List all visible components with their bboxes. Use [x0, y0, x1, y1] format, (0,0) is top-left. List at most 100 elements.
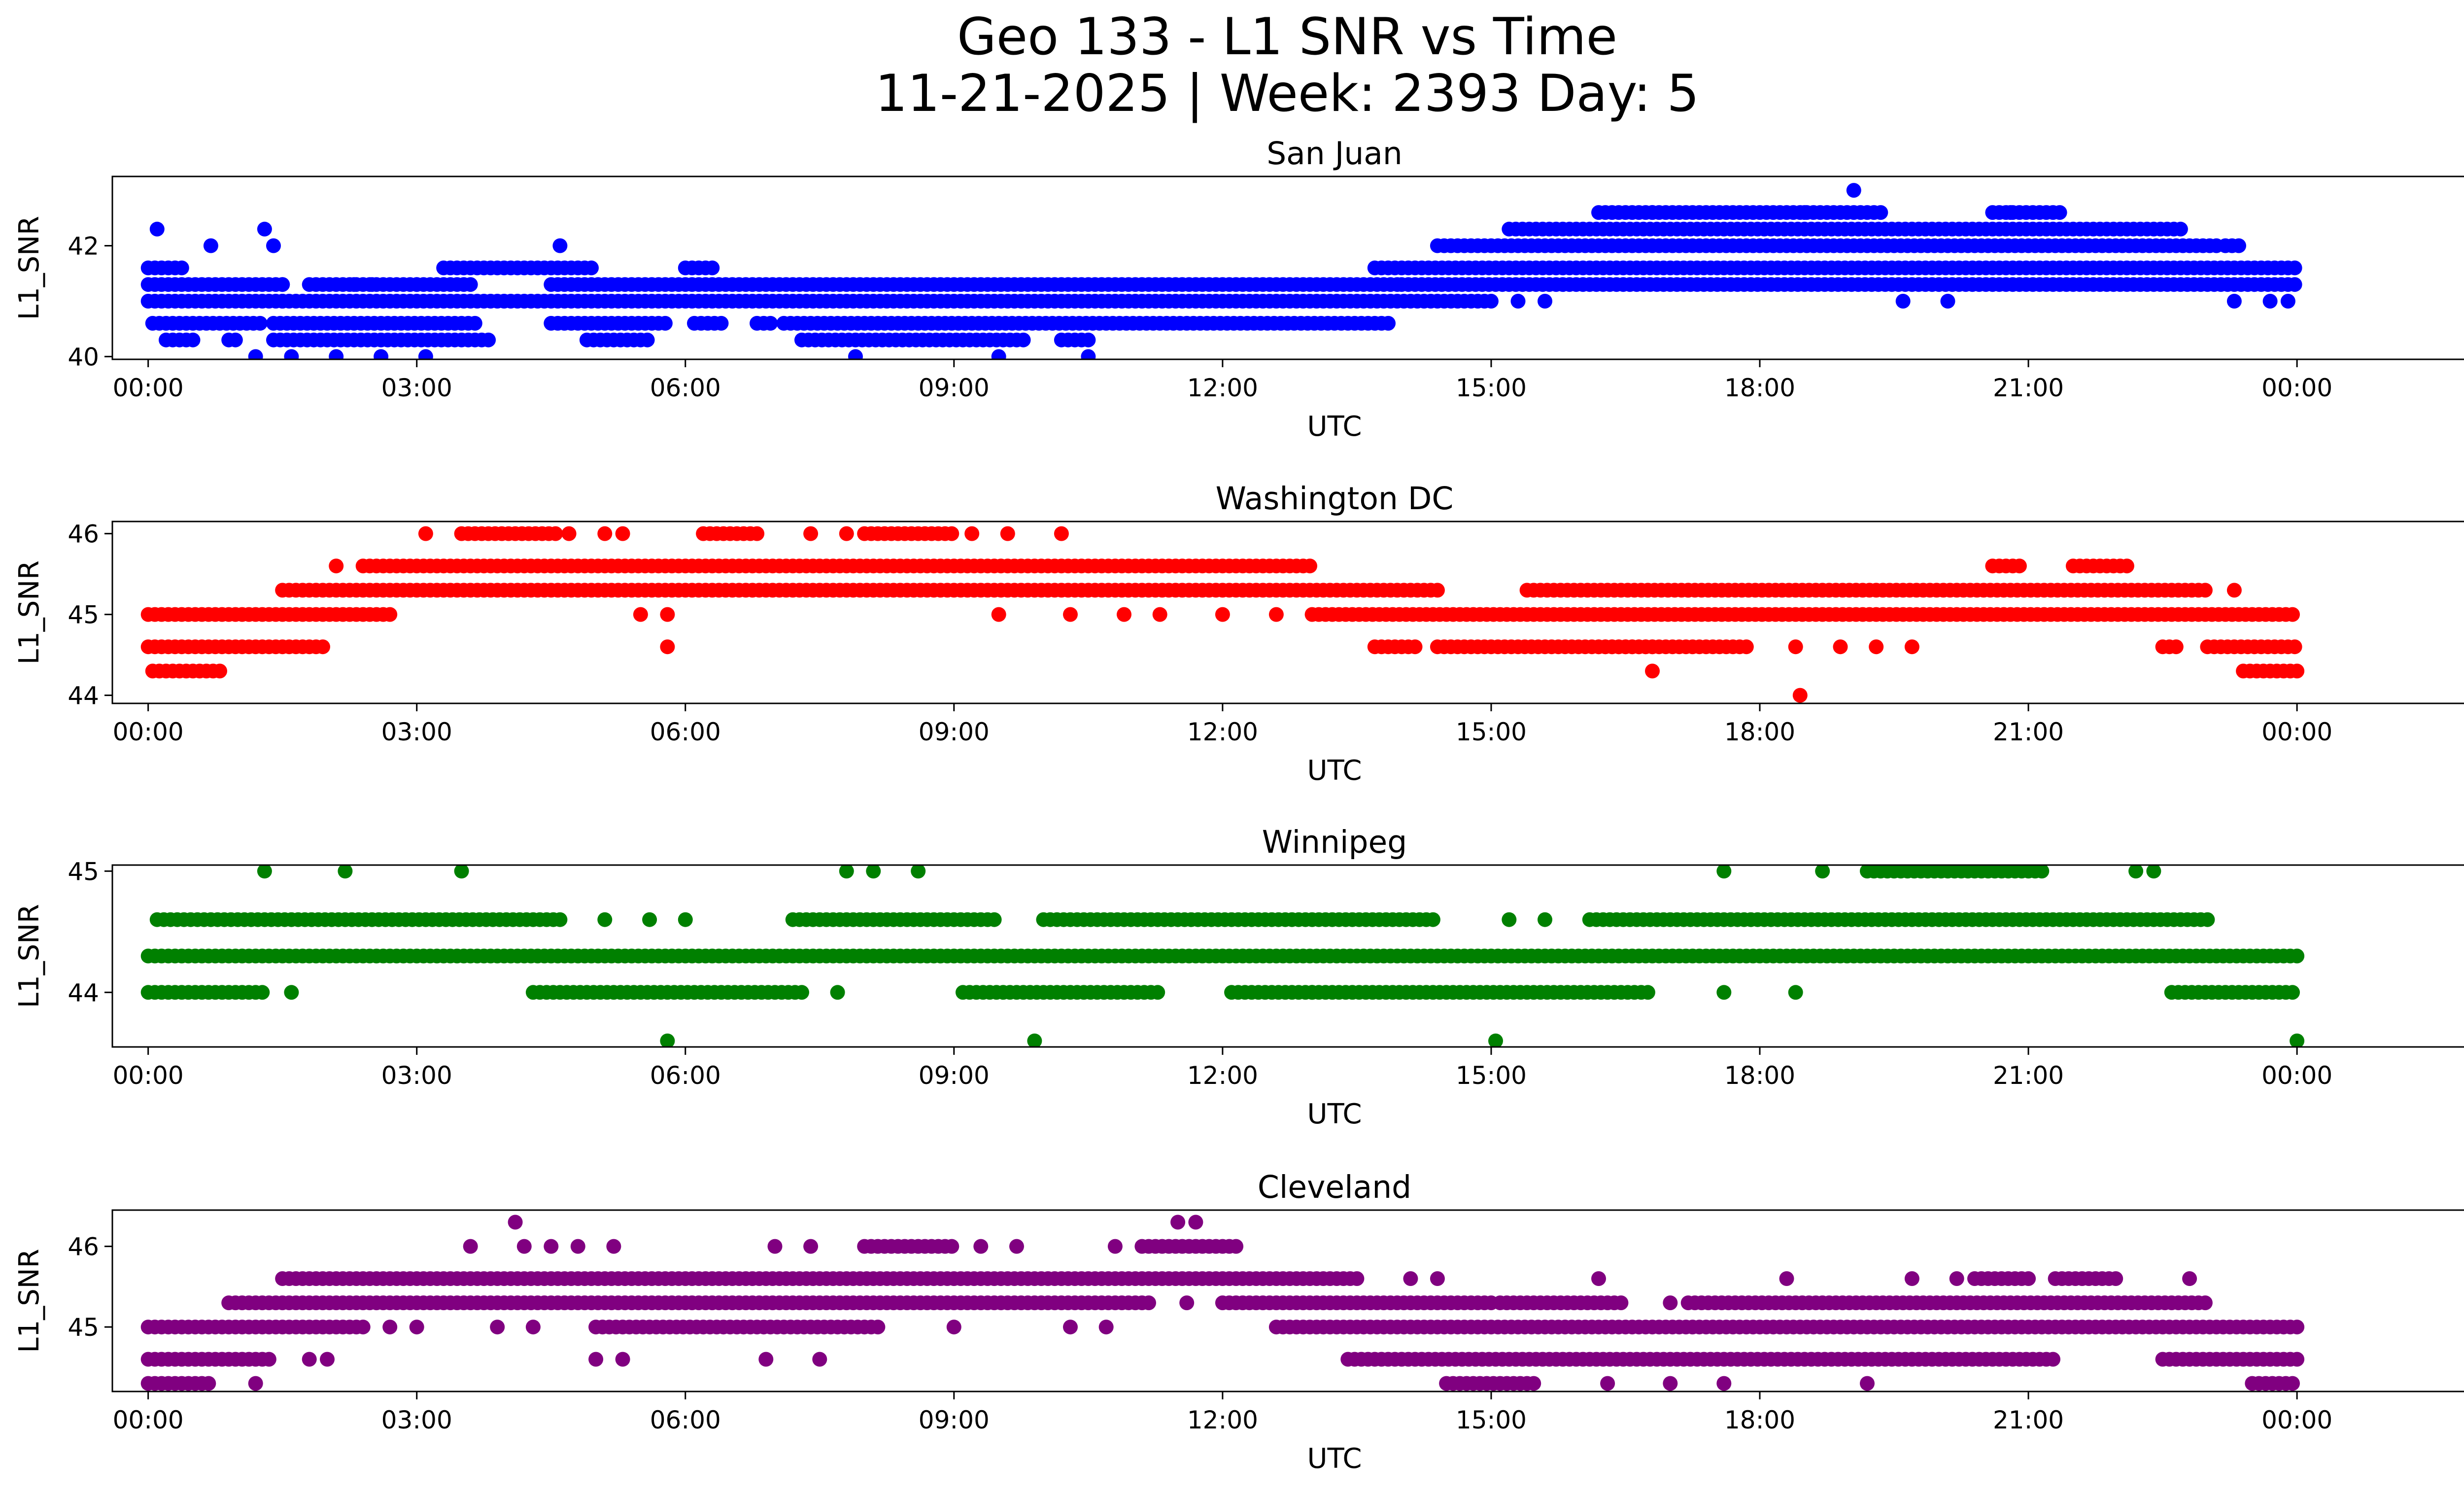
x-tick-label: 21:00 [1993, 1406, 2064, 1434]
scatter-point [2012, 558, 2027, 574]
x-tick-label: 15:00 [1456, 1061, 1527, 1090]
scatter-point [2128, 865, 2144, 879]
scatter-point [1381, 315, 1396, 331]
scatter-point [261, 1352, 276, 1367]
x-tick-label: 09:00 [919, 718, 990, 746]
scatter-point [1054, 526, 1069, 541]
x-tick-label: 15:00 [1456, 718, 1527, 746]
scatter-point [346, 277, 362, 292]
x-axis-label: UTC [1307, 755, 1362, 787]
scatter-point [1797, 205, 1812, 220]
scatter-point [1904, 1271, 1919, 1286]
scatter-point [1027, 1033, 1042, 1047]
scatter-point [338, 865, 353, 879]
scatter-point [463, 277, 478, 292]
scatter-series [140, 865, 2305, 1047]
scatter-point [1188, 1215, 1203, 1230]
panel-title: Winnipeg [1262, 824, 1407, 860]
scatter-point [1663, 1295, 1678, 1311]
x-tick-label: 18:00 [1724, 1406, 1795, 1434]
scatter-point [1425, 912, 1440, 927]
x-tick-label: 12:00 [1187, 1061, 1258, 1090]
scatter-point [1063, 607, 1078, 622]
scatter-point [1739, 639, 1754, 655]
scatter-point [374, 349, 389, 359]
axes-frame [111, 521, 2464, 704]
scatter-point [1349, 1271, 1365, 1286]
scatter-point [1663, 1376, 1678, 1391]
scatter-point [516, 1239, 532, 1254]
x-tick-label: 21:00 [1993, 1061, 2064, 1090]
scatter-point [633, 607, 648, 622]
panel-1: Washington DC 00:00 03:00 06:00 09:00 12:00 15… [13, 481, 2464, 787]
x-tick-label: 12:00 [1187, 374, 1258, 402]
scatter-point [767, 1239, 783, 1254]
scatter-point [848, 349, 863, 359]
scatter-point [481, 332, 496, 348]
scatter-series [140, 183, 2302, 359]
scatter-point [758, 1352, 774, 1367]
scatter-point [2231, 238, 2246, 253]
scatter-point [1591, 1271, 1606, 1286]
scatter-point [2290, 1352, 2305, 1367]
scatter-point [973, 1239, 989, 1254]
x-tick-label: 00:00 [2261, 718, 2332, 746]
scatter-point [803, 1239, 819, 1254]
scatter-point [2287, 639, 2302, 655]
scatter-point [1869, 639, 1884, 655]
x-tick-label: 00:00 [113, 374, 184, 402]
scatter-point [1792, 688, 1808, 703]
scatter-point [1107, 1239, 1123, 1254]
scatter-point [1949, 1271, 1964, 1286]
scatter-point [2168, 639, 2184, 655]
scatter-point [678, 912, 693, 927]
scatter-point [1895, 294, 1911, 309]
x-axis-label: UTC [1307, 1443, 1362, 1475]
scatter-point [1640, 985, 1655, 1000]
figure-title-line2: 11-21-2025 | Week: 2393 Day: 5 [875, 64, 1699, 123]
scatter-point [1483, 294, 1499, 309]
scatter-point [1873, 205, 1888, 220]
scatter-point [525, 1320, 541, 1335]
figure-title-line1: Geo 133 - L1 SNR vs Time [957, 7, 1617, 67]
x-tick-label: 03:00 [381, 718, 452, 746]
scatter-point [418, 349, 433, 359]
scatter-point [830, 985, 845, 1000]
scatter-point [1904, 639, 1919, 655]
y-tick-label: 45 [68, 601, 99, 629]
scatter-point [1229, 1239, 1244, 1254]
scatter-point [839, 865, 854, 879]
scatter-point [1016, 332, 1031, 348]
scatter-point [552, 238, 568, 253]
scatter-point [548, 526, 563, 541]
scatter-point [257, 221, 272, 237]
scatter-point [660, 639, 675, 655]
scatter-point [1716, 1376, 1732, 1391]
x-tick-label: 03:00 [381, 1406, 452, 1434]
x-tick-label: 18:00 [1724, 1061, 1795, 1090]
scatter-point [418, 526, 433, 541]
scatter-point [1716, 985, 1732, 1000]
x-tick-label: 15:00 [1456, 1406, 1527, 1434]
y-tick-label: 46 [68, 1233, 99, 1261]
scatter-point [490, 1320, 505, 1335]
scatter-point [946, 1320, 961, 1335]
scatter-point [382, 1320, 398, 1335]
scatter-point [2287, 260, 2302, 276]
scatter-point [1645, 205, 1660, 220]
scatter-point [1526, 1376, 1541, 1391]
scatter-point [2197, 583, 2213, 598]
scatter-point [329, 349, 344, 359]
scatter-point [1600, 1376, 1615, 1391]
scatter-point [255, 985, 270, 1000]
scatter-point [463, 1239, 478, 1254]
scatter-point [2285, 985, 2300, 1000]
scatter-point [1098, 1320, 1114, 1335]
scatter-point [454, 865, 469, 879]
scatter-point [149, 221, 165, 237]
scatter-point [2280, 294, 2295, 309]
scatter-point [248, 349, 263, 359]
scatter-point [987, 912, 1002, 927]
scatter-point [174, 260, 189, 276]
